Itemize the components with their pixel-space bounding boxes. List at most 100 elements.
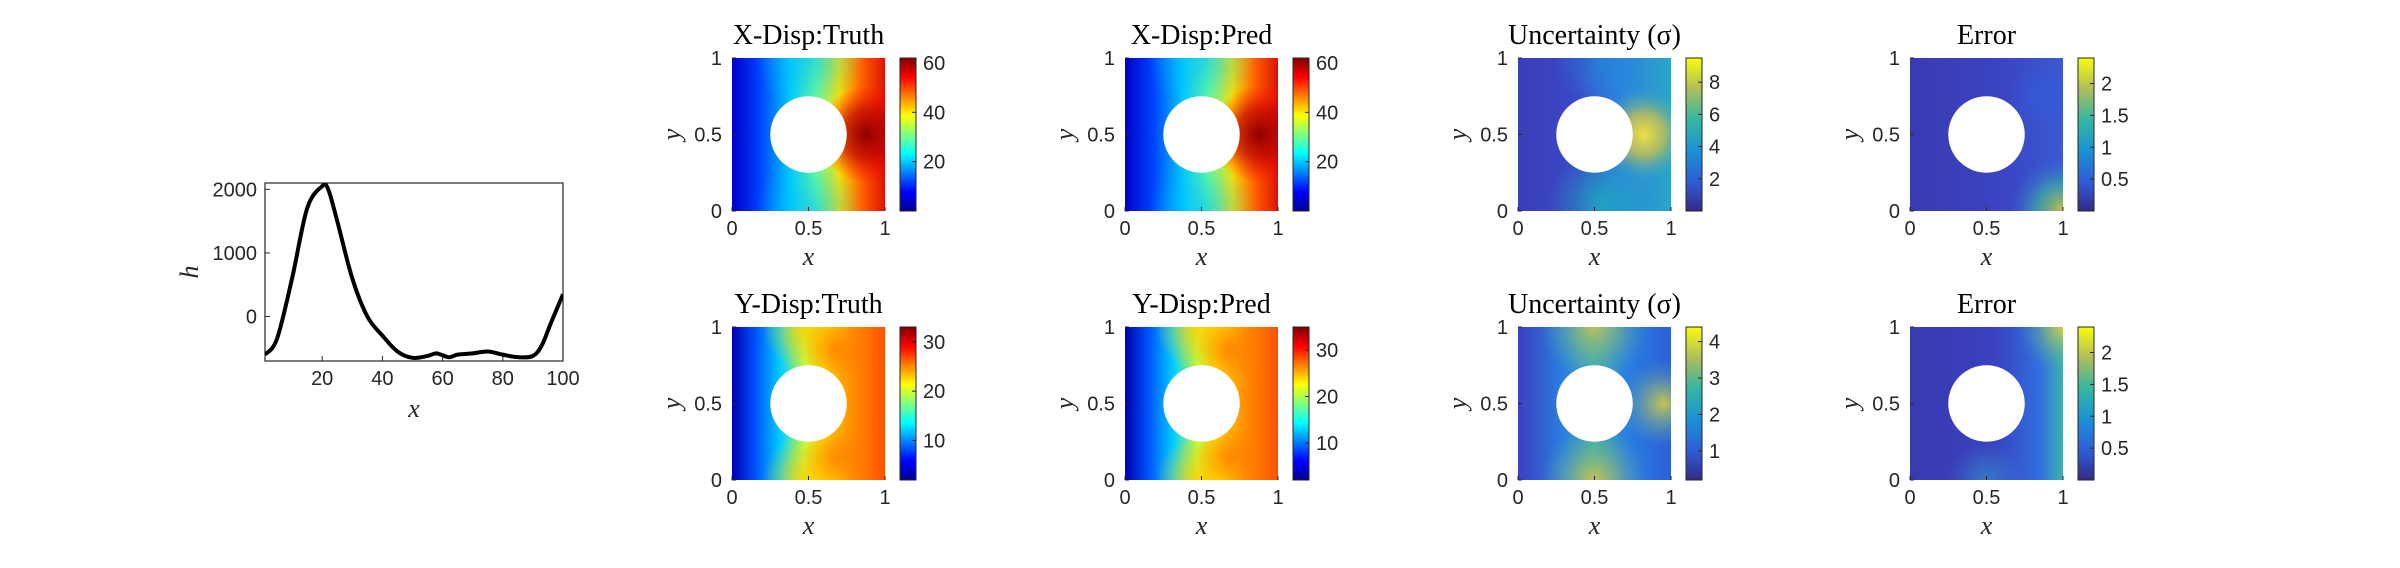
x-tick-label: 0	[1512, 487, 1523, 509]
x-tick-label: 1	[1272, 218, 1283, 240]
panel-title: X-Disp:Truth	[733, 20, 884, 51]
y-axis-label: h	[175, 266, 204, 279]
heatmap-field	[1910, 58, 2063, 211]
x-tick-label: 1	[879, 487, 890, 509]
x-tick-label: 1	[1665, 487, 1676, 509]
y-tick-label: 1	[711, 317, 722, 339]
x-tick-label: 1	[2057, 487, 2068, 509]
colorbar: 1 2 3 4	[1685, 326, 1720, 481]
x-tick-label: 1	[2057, 218, 2068, 240]
x-tick-label: 20	[311, 368, 333, 390]
colorbar-tick-label: 6	[1709, 104, 1720, 126]
x-tick-label: 0	[1904, 487, 1915, 509]
x-tick-label: 0	[1119, 218, 1130, 240]
heatmap-field	[1518, 327, 1671, 480]
x-tick-label: 60	[431, 368, 453, 390]
y-tick-label: 1	[1104, 48, 1115, 70]
x-tick-label: 0.5	[1188, 487, 1216, 509]
colorbar: 0.5 1 1.5 2	[2077, 57, 2129, 212]
x-axis-label: x	[1588, 511, 1601, 540]
x-axis-label: x	[1195, 242, 1208, 271]
colorbar-gradient	[2077, 57, 2095, 212]
y-tick-label: 1	[1497, 317, 1508, 339]
colorbar-tick-label: 60	[1316, 53, 1338, 75]
x-tick-label: 0	[1119, 487, 1130, 509]
colorbar-tick-label: 2	[1709, 169, 1720, 191]
x-tick-label: 0.5	[1581, 487, 1609, 509]
colorbar: 20 40 60	[1292, 53, 1338, 212]
y-tick-label: 1	[1497, 48, 1508, 70]
panel-title: Uncertainty (σ)	[1508, 20, 1681, 51]
colorbar: 20 40 60	[899, 53, 945, 212]
colorbar-gradient	[1292, 326, 1310, 481]
heatmap-panel-7: Uncertainty (σ) 0 0.5 1 0 0.5 1 x y 1 2 3 4	[1443, 289, 1720, 540]
y-tick-label: 0	[1889, 201, 1900, 223]
colorbar-gradient	[899, 57, 917, 212]
y-tick-label: 1	[1889, 317, 1900, 339]
x-axis-label: x	[1588, 242, 1601, 271]
x-axis-label: x	[1195, 511, 1208, 540]
colorbar-tick-label: 30	[1316, 340, 1338, 362]
x-tick-label: 0.5	[1973, 487, 2001, 509]
x-tick-label: 0.5	[1188, 218, 1216, 240]
heatmap-field	[732, 327, 885, 480]
heatmap-field	[1125, 327, 1278, 480]
y-tick-label: 1	[711, 48, 722, 70]
x-axis-label: x	[407, 394, 420, 423]
heatmap-field	[1910, 327, 2063, 480]
y-tick-label: 0	[1497, 470, 1508, 492]
y-axis-label: y	[1050, 397, 1079, 412]
colorbar-tick-label: 40	[923, 102, 945, 124]
y-axis-label: y	[657, 128, 686, 143]
y-tick-label: 0	[1497, 201, 1508, 223]
colorbar-tick-label: 2	[1709, 404, 1720, 426]
y-tick-label: 0	[246, 307, 257, 329]
series-line-0	[265, 183, 563, 360]
colorbar-tick-label: 1	[1709, 441, 1720, 463]
colorbar-tick-label: 0.5	[2101, 438, 2129, 460]
colorbar-tick-label: 3	[1709, 368, 1720, 390]
y-tick-label: 0	[1889, 470, 1900, 492]
y-tick-label: 0.5	[1872, 125, 1900, 147]
colorbar-tick-label: 10	[1316, 433, 1338, 455]
colorbar: 2 4 6 8	[1685, 57, 1720, 212]
x-tick-label: 0	[726, 487, 737, 509]
x-axis-label: x	[802, 511, 815, 540]
x-tick-label: 0.5	[795, 487, 823, 509]
x-tick-label: 1	[1272, 487, 1283, 509]
colorbar-gradient	[2077, 326, 2095, 481]
colorbar-tick-label: 2	[2101, 343, 2112, 365]
colorbar-tick-label: 2	[2101, 74, 2112, 96]
y-tick-label: 0.5	[1087, 125, 1115, 147]
panel-title: Y-Disp:Truth	[734, 289, 882, 320]
x-tick-label: 0	[1512, 218, 1523, 240]
x-tick-label: 0.5	[1973, 218, 2001, 240]
heatmap-panel-3: Uncertainty (σ) 0 0.5 1 0 0.5 1 x y 2 4 6 8	[1443, 20, 1720, 271]
y-axis-label: y	[1443, 128, 1472, 143]
y-axis-label: y	[1443, 397, 1472, 412]
heatmap-panel-4: Error 0 0.5 1 0 0.5 1 x y 0.5 1 1.5 2	[1835, 20, 2129, 271]
y-tick-label: 0	[1104, 470, 1115, 492]
heatmap-panel-1: X-Disp:Truth 0 0.5 1 0 0.5 1 x y 20 40 60	[657, 20, 945, 271]
heatmap-field	[1125, 58, 1278, 211]
colorbar-tick-label: 4	[1709, 137, 1720, 159]
colorbar: 10 20 30	[1292, 326, 1338, 481]
colorbar-tick-label: 20	[1316, 152, 1338, 174]
colorbar-tick-label: 60	[923, 53, 945, 75]
colorbar-tick-label: 20	[923, 152, 945, 174]
x-tick-label: 40	[371, 368, 393, 390]
y-axis-label: y	[1835, 128, 1864, 143]
heatmap-field	[1518, 58, 1671, 211]
panel-title: Error	[1957, 289, 2017, 320]
panel-title: Y-Disp:Pred	[1132, 289, 1270, 320]
x-tick-label: 1	[1665, 218, 1676, 240]
colorbar-tick-label: 30	[923, 332, 945, 354]
x-tick-label: 0	[726, 218, 737, 240]
y-tick-label: 0	[711, 470, 722, 492]
y-tick-label: 0.5	[1480, 394, 1508, 416]
y-tick-label: 0	[1104, 201, 1115, 223]
